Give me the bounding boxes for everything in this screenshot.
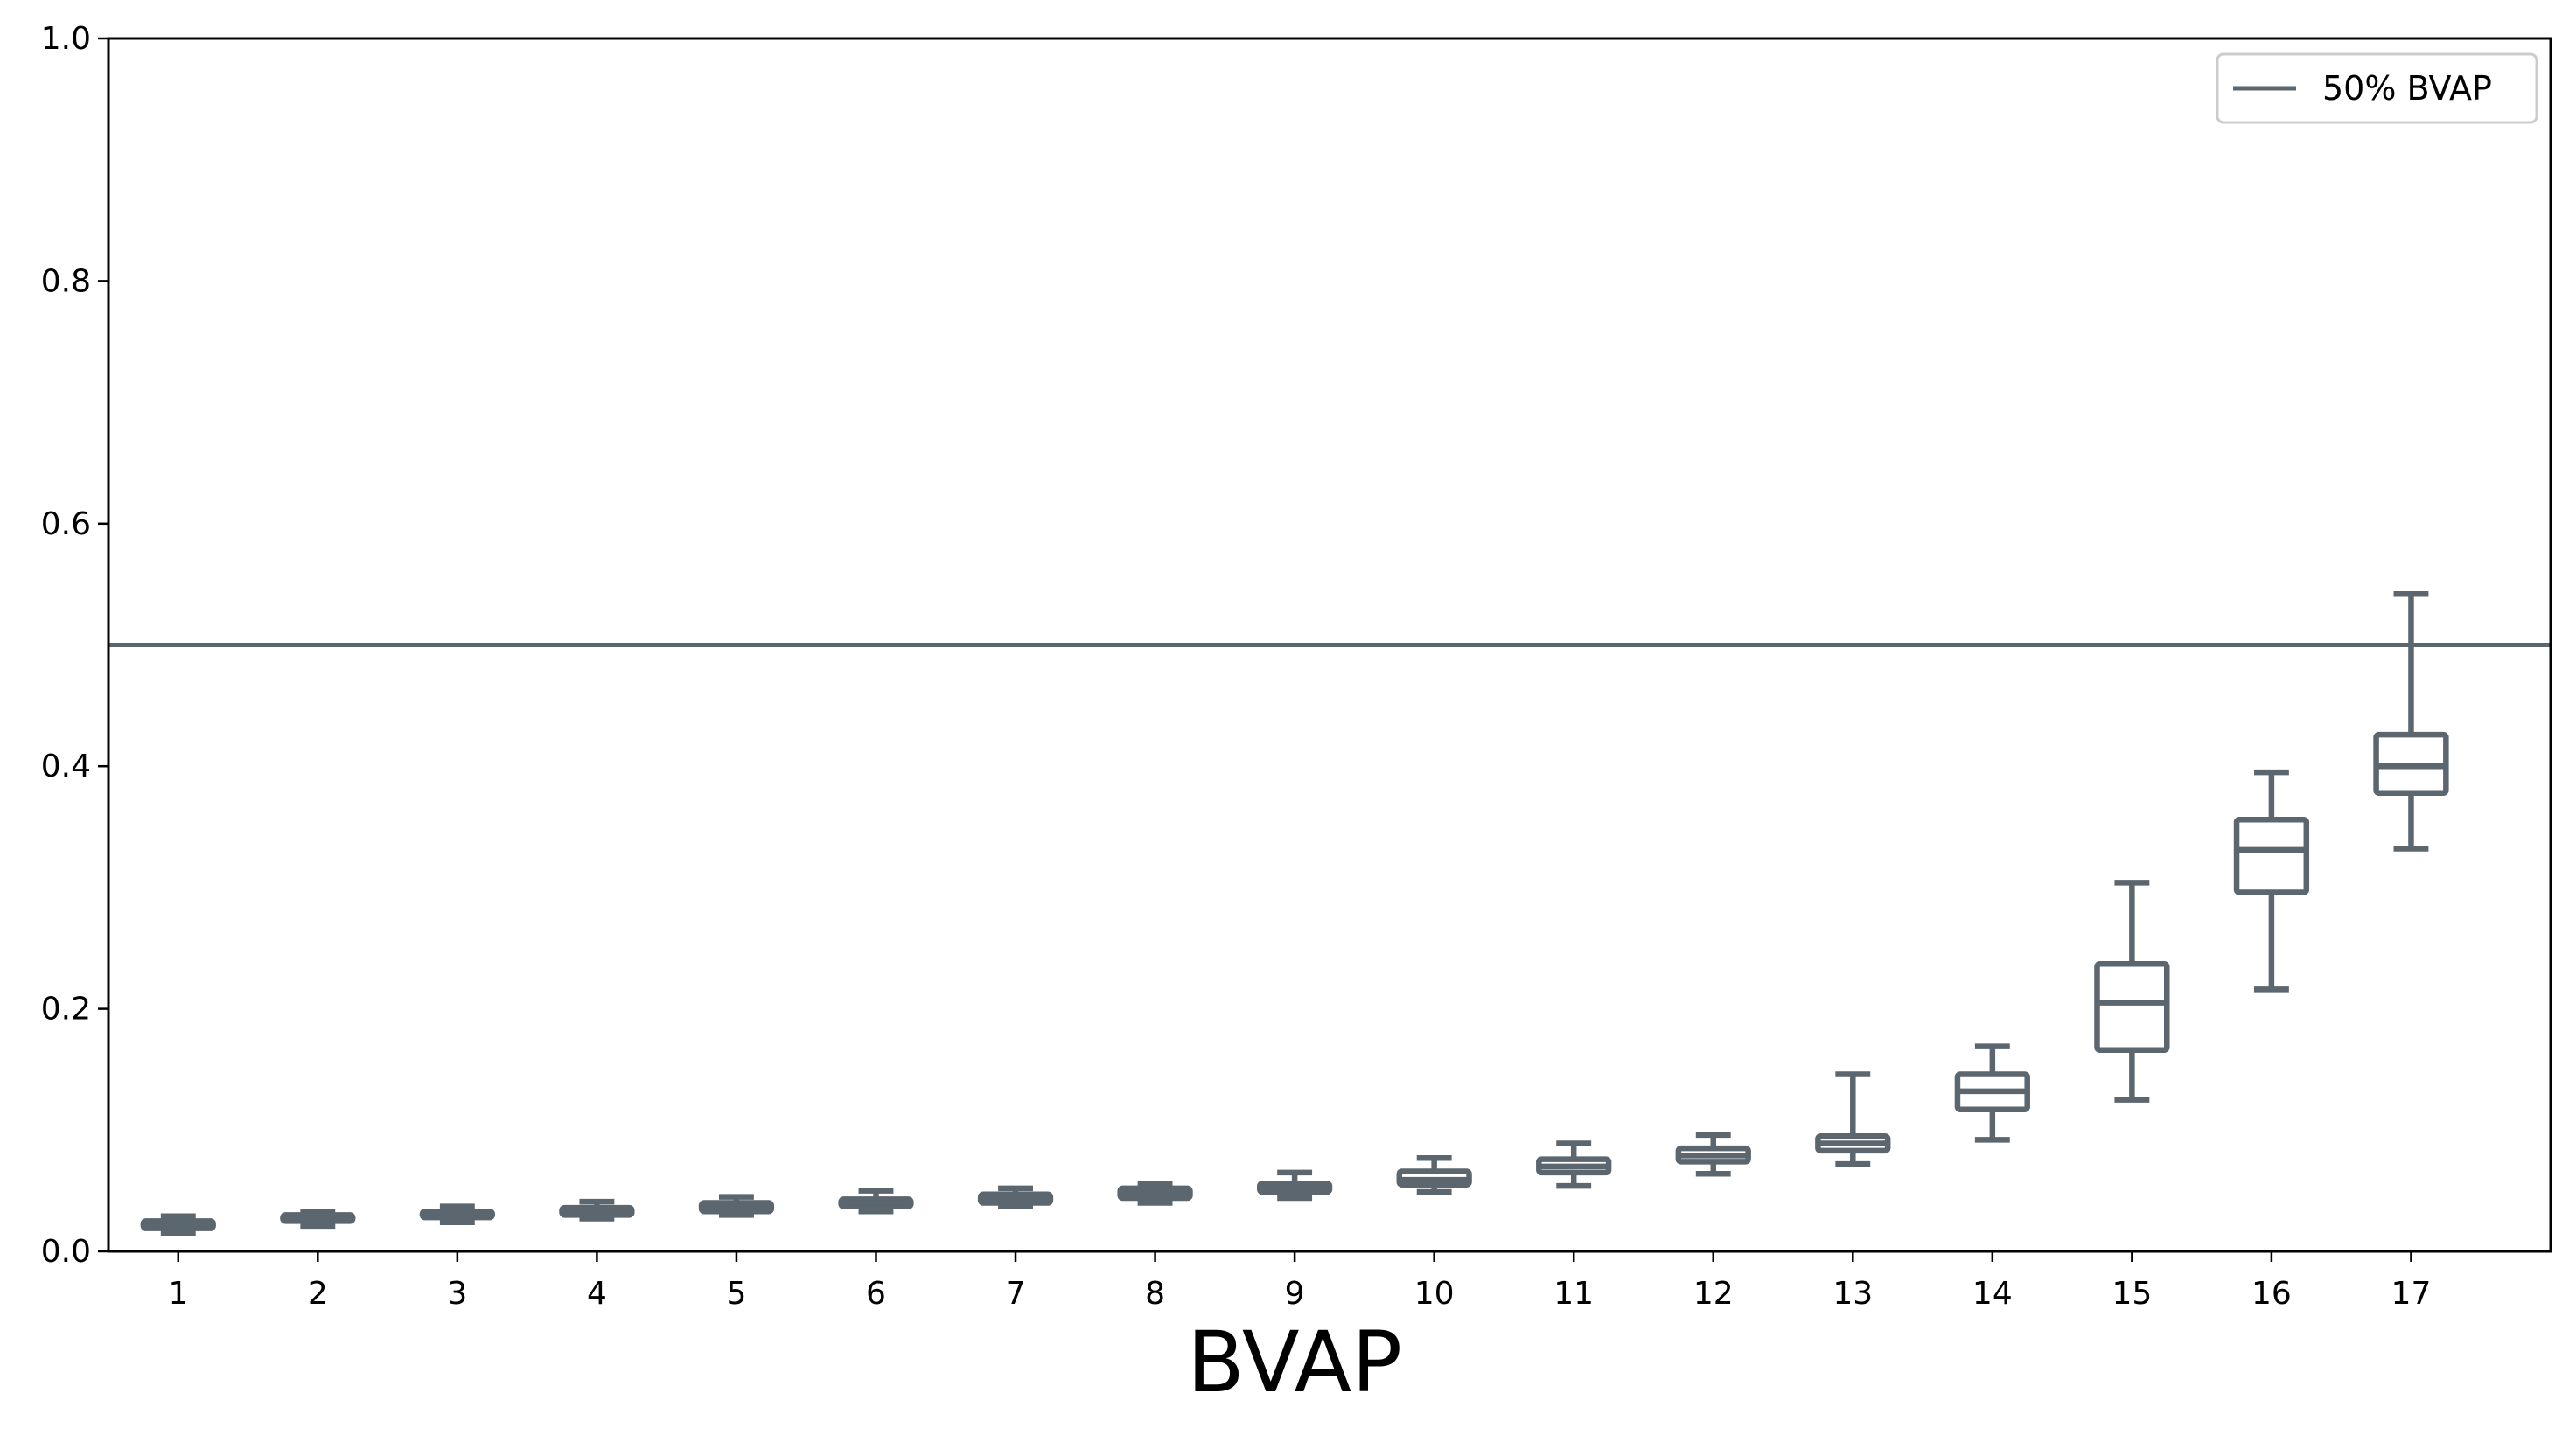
- box-3: [419, 1203, 495, 1225]
- x-tick-label: 4: [587, 1276, 607, 1312]
- box-7: [977, 1185, 1054, 1209]
- x-axis-title: BVAP: [1187, 1313, 1402, 1411]
- x-tick-label: 10: [1414, 1276, 1455, 1312]
- box-8: [1117, 1181, 1193, 1206]
- x-tick-label: 9: [1285, 1276, 1305, 1312]
- x-tick-label: 12: [1693, 1276, 1734, 1312]
- x-tick-label: 11: [1553, 1276, 1594, 1312]
- box-17: [2373, 590, 2449, 852]
- box-15: [2094, 880, 2170, 1103]
- box-10: [1396, 1154, 1472, 1195]
- box-4: [559, 1198, 635, 1222]
- y-tick-label: 0.0: [41, 1234, 91, 1270]
- legend-label: 50% BVAP: [2322, 69, 2492, 108]
- box-1: [140, 1213, 216, 1236]
- plot-area: [108, 590, 2551, 1236]
- x-tick-label: 5: [726, 1276, 746, 1312]
- box-14: [1954, 1043, 2030, 1143]
- box-11: [1536, 1140, 1612, 1189]
- box-6: [838, 1188, 914, 1215]
- axes: 0.00.20.40.60.81.01 2 3 4 5 6 7 8 9 10 11 12 13 14 15 1…: [41, 21, 2552, 1411]
- axes-frame: [107, 37, 2552, 1253]
- x-tick-label: 16: [2251, 1276, 2292, 1312]
- x-tick-label: 6: [866, 1276, 886, 1312]
- x-tick-label: 15: [2112, 1276, 2152, 1312]
- box-13: [1815, 1071, 1891, 1167]
- y-tick-label: 0.2: [41, 992, 91, 1028]
- box-iqr: [2233, 816, 2310, 895]
- x-tick-label: 8: [1145, 1276, 1165, 1312]
- box-9: [1256, 1169, 1333, 1202]
- x-tick-label: 3: [447, 1276, 467, 1312]
- x-tick-label: 1: [168, 1276, 188, 1312]
- y-tick-label: 0.4: [41, 749, 91, 784]
- x-tick-label: 2: [308, 1276, 328, 1312]
- box-iqr: [2094, 961, 2170, 1054]
- y-tick-label: 0.8: [41, 263, 91, 299]
- x-tick-label: 14: [1972, 1276, 2013, 1312]
- box-5: [698, 1194, 775, 1218]
- x-tick-label: 17: [2391, 1276, 2432, 1312]
- x-tick-label: 13: [1833, 1276, 1873, 1312]
- y-tick-label: 1.0: [41, 21, 91, 57]
- y-tick-label: 0.6: [41, 506, 91, 542]
- box-16: [2233, 769, 2310, 993]
- legend-box: [2216, 52, 2538, 124]
- box-12: [1675, 1132, 1751, 1177]
- x-tick-label: 7: [1006, 1276, 1026, 1312]
- legend: 50% BVAP: [2216, 52, 2538, 124]
- box-2: [280, 1208, 356, 1230]
